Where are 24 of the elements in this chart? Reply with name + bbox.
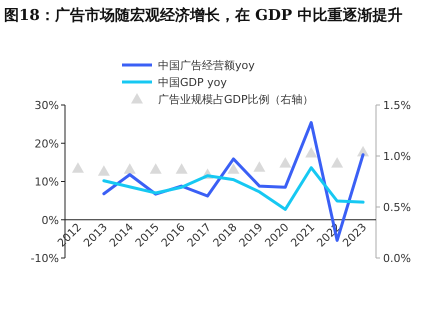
y-tick-label: 10% bbox=[34, 176, 59, 188]
y-tick-label: 0% bbox=[42, 214, 59, 227]
legend-label: 中国广告经营额yoy bbox=[158, 59, 256, 72]
point bbox=[331, 157, 344, 168]
line-series bbox=[102, 166, 365, 211]
y2-tick-label: 1.5% bbox=[383, 99, 411, 112]
y2-tick-label: 1.0% bbox=[383, 150, 411, 163]
chart-title: 图18：广告市场随宏观经济增长，在 GDP 中比重逐渐提升 bbox=[4, 5, 404, 26]
point bbox=[253, 161, 266, 172]
point bbox=[305, 146, 318, 158]
point bbox=[98, 165, 110, 176]
point bbox=[72, 162, 84, 173]
y-tick-label: -10% bbox=[30, 252, 59, 265]
y-tick-label: 30% bbox=[34, 99, 59, 112]
point bbox=[150, 163, 162, 174]
legend-label: 中国GDP yoy bbox=[158, 76, 228, 89]
y2-tick-label: 0.0% bbox=[383, 252, 411, 265]
y-tick-label: 20% bbox=[34, 137, 59, 150]
point bbox=[227, 163, 240, 174]
point bbox=[176, 163, 188, 174]
point bbox=[124, 163, 136, 174]
y2-tick-label: 0.5% bbox=[383, 201, 411, 214]
legend-label: 广告业规模占GDP比例（右轴） bbox=[158, 93, 314, 106]
point bbox=[279, 157, 292, 168]
